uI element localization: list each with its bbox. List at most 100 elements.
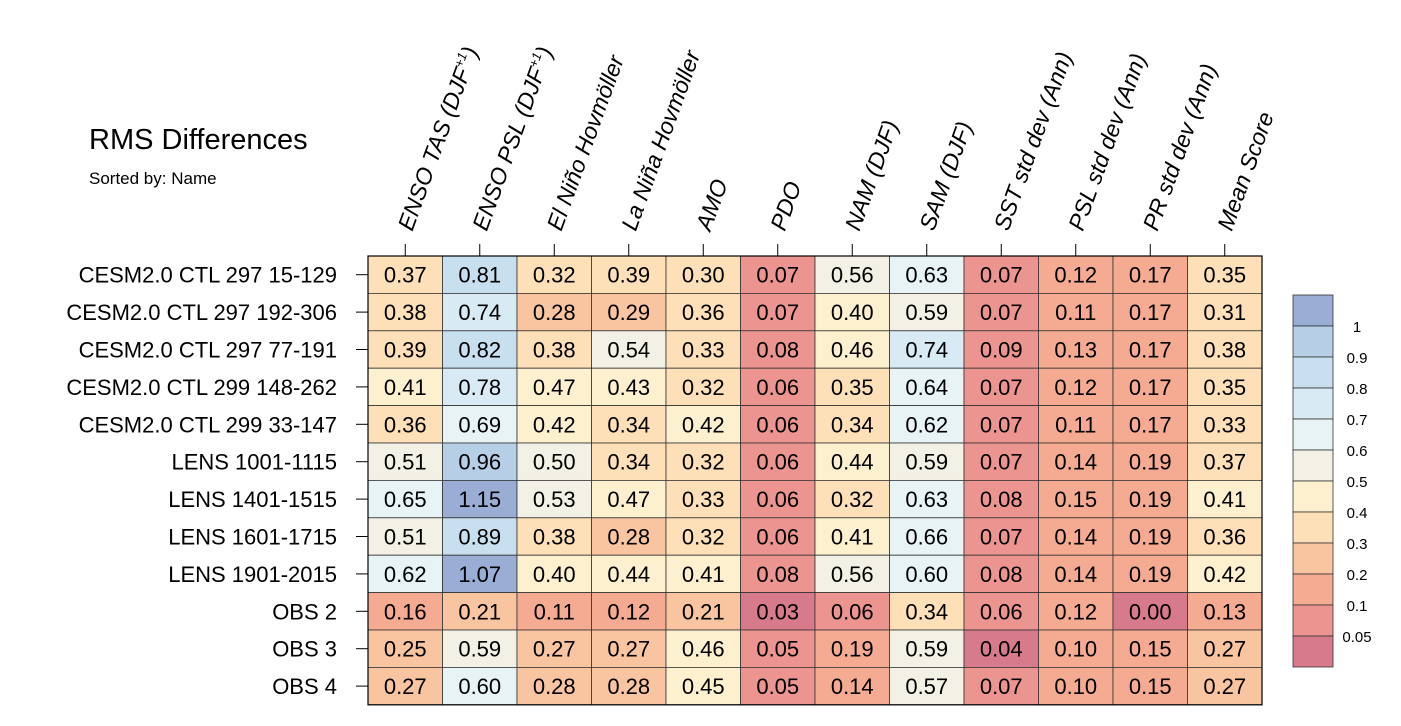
heatmap-cell [442,442,518,481]
cell-value: 0.42 [682,412,725,437]
heatmap-cell [814,330,890,369]
cell-value: 0.17 [1129,412,1172,437]
chart-subtitle: Sorted by: Name [89,169,217,188]
cell-value: 0.63 [905,263,948,288]
heatmap-cell [1112,367,1188,407]
heatmap-cell [814,292,890,332]
row-label: CESM2.0 CTL 299 148-262 [66,375,337,400]
cell-value: 0.30 [682,263,725,288]
heatmap-cell [889,442,965,481]
cell-value: 0.56 [831,562,874,587]
heatmap-cell [665,667,741,706]
cell-value: 0.17 [1129,263,1172,288]
heatmap-cell [1038,479,1114,519]
colorbar-swatch [1292,356,1334,389]
cell-value: 0.74 [905,338,948,363]
cell-value: 0.28 [607,525,650,550]
column-label: Mean Score [1212,108,1279,233]
cell-value: 0.38 [384,300,427,325]
heatmap-cell [367,554,443,594]
cell-value: 0.81 [458,263,501,288]
cell-value: 0.96 [458,450,501,475]
cell-value: 0.33 [682,338,725,363]
heatmap-cell [1112,330,1188,369]
cell-value: 0.60 [458,674,501,699]
cell-value: 0.33 [1203,412,1246,437]
column-label: El Niño Hovmöller [542,51,630,234]
heatmap-cell [665,330,741,369]
cell-value: 0.10 [1054,674,1097,699]
cell-value: 0.38 [533,338,576,363]
cell-value: 0.28 [533,674,576,699]
heatmap-cell [963,330,1039,369]
cell-value: 0.34 [607,412,650,437]
heatmap-cell [963,592,1039,631]
heatmap-cell [665,292,741,332]
heatmap-cell [367,667,443,706]
cell-value: 0.07 [980,450,1023,475]
cell-value: 0.15 [1129,637,1172,662]
cell-value: 0.40 [533,562,576,587]
heatmap-cell [516,330,592,369]
heatmap-cell [1112,405,1188,444]
heatmap-cell [740,554,816,594]
heatmap-cell [516,479,592,519]
row-label: CESM2.0 CTL 297 192-306 [66,300,337,325]
heatmap-cell [516,517,592,556]
heatmap-cell [1038,330,1114,369]
cell-value: 0.63 [905,487,948,512]
cell-value: 0.12 [1054,375,1097,400]
cell-value: 1.15 [458,487,501,512]
cell-value: 0.50 [533,450,576,475]
heatmap-cell [516,554,592,594]
colorbar-label: 0.8 [1347,381,1368,398]
heatmap-cell [442,667,518,706]
row-label: CESM2.0 CTL 297 15-129 [79,263,337,288]
heatmap-cell [591,517,667,556]
cell-value: 0.12 [1054,263,1097,288]
cell-value: 0.29 [607,300,650,325]
heatmap-cell [516,405,592,444]
cell-value: 0.44 [831,450,874,475]
column-label: PDO [765,178,807,234]
cell-value: 0.07 [980,525,1023,550]
cell-value: 0.37 [1203,450,1246,475]
heatmap-cell [665,442,741,481]
cell-value: 0.16 [384,599,427,624]
cell-value: 0.59 [905,300,948,325]
cell-value: 0.39 [607,263,650,288]
cell-value: 0.51 [384,525,427,550]
heatmap-cell [1187,667,1263,706]
heatmap-cell [367,479,443,519]
cell-value: 0.74 [458,300,501,325]
colorbar-swatch [1292,449,1334,482]
heatmap-cell [367,629,443,668]
colorbar-label: 0.3 [1347,536,1368,553]
cell-value: 0.27 [1203,674,1246,699]
heatmap-cell [591,405,667,444]
row-label: LENS 1601-1715 [168,525,337,550]
heatmap-cell [1038,367,1114,407]
heatmap-cell [740,629,816,668]
cell-value: 0.07 [980,263,1023,288]
colorbar-swatch [1292,542,1334,575]
cell-value: 0.11 [1055,300,1096,325]
cell-value: 0.04 [980,637,1023,662]
heatmap-cell [814,479,890,519]
colorbar-label: 0.6 [1347,443,1368,460]
cell-value: 0.12 [1054,599,1097,624]
cell-value: 0.34 [607,450,650,475]
cell-value: 0.06 [756,412,799,437]
heatmap-cell [1112,629,1188,668]
cell-value: 0.14 [831,674,874,699]
cell-value: 0.19 [1129,525,1172,550]
heatmap-cell [1112,292,1188,332]
cell-value: 0.62 [905,412,948,437]
cell-value: 0.00 [1129,599,1172,624]
cell-value: 0.38 [1203,338,1246,363]
colorbar-swatch [1292,294,1334,327]
cell-value: 0.25 [384,637,427,662]
heatmap-cell [442,592,518,631]
cell-value: 0.41 [831,525,874,550]
heatmap-cell [442,554,518,594]
